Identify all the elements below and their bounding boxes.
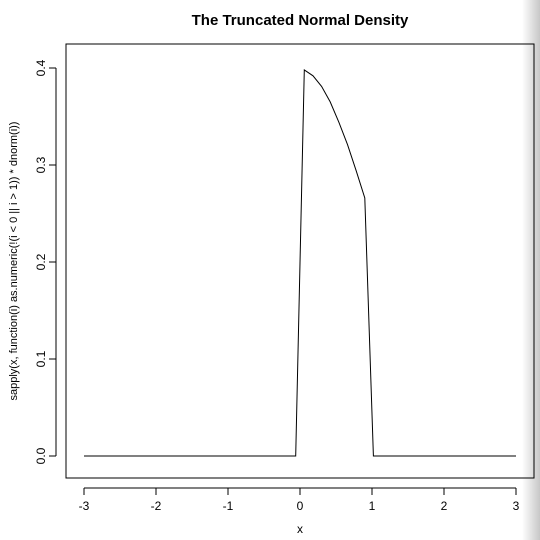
x-tick-label: 0 <box>297 499 304 513</box>
y-tick-label: 0.4 <box>34 59 48 76</box>
plot-frame <box>65 43 535 479</box>
x-tick-label: 3 <box>513 499 520 513</box>
y-tick-label: 0.3 <box>34 156 48 173</box>
x-tick-label: -1 <box>223 499 234 513</box>
window-edge-shadow <box>522 0 540 540</box>
x-tick-label: 1 <box>369 499 376 513</box>
x-tick-label: -2 <box>151 499 162 513</box>
x-axis-label: x <box>297 522 303 536</box>
y-tick-label: 0.0 <box>34 447 48 464</box>
x-tick-label: -3 <box>79 499 90 513</box>
y-axis: 0.0 0.1 0.2 0.3 0.4 <box>34 59 57 464</box>
y-axis-label: sapply(x, function(i) as.numeric(!(i < 0… <box>8 122 20 401</box>
y-tick-label: 0.2 <box>34 253 48 270</box>
y-tick-label: 0.1 <box>34 350 48 367</box>
chart-title: The Truncated Normal Density <box>192 12 409 29</box>
x-axis: -3 -2 -1 0 1 2 3 <box>79 487 520 513</box>
x-tick-label: 2 <box>441 499 448 513</box>
series-line <box>84 68 516 457</box>
